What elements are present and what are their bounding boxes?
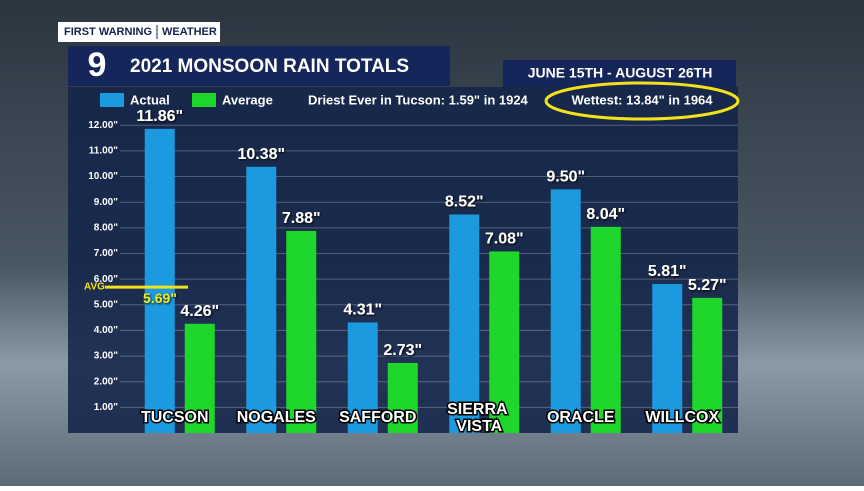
bar [387,362,418,433]
y-tick-label: 5.00" [94,299,118,310]
x-tick-label: ORACLE [547,409,615,426]
reference-name: AVG [84,282,105,293]
bar [550,189,581,433]
value-label: 11.86" [136,108,183,125]
annotation: Driest Ever in Tucson: 1.59" in 1924 [308,92,529,107]
brand: FIRST WARNING [64,26,152,38]
x-tick-label: TUCSON [141,409,209,426]
legend-label: Actual [130,92,170,107]
brand-bar [58,22,220,42]
y-tick-label: 4.00" [94,325,118,336]
reference-label: 5.69" [143,290,177,306]
bar [652,284,683,433]
y-tick-label: 11.00" [89,146,118,157]
bar [692,297,723,433]
legend-band [68,87,738,115]
bar [184,323,215,433]
y-tick-label: 8.00" [94,222,118,233]
y-tick-label: 3.00" [94,351,118,362]
bar [449,214,480,433]
section: WEATHER [162,26,217,38]
chart-title: 2021 MONSOON RAIN TOTALS [130,56,409,77]
highlight-ring [544,81,740,121]
channel-logo: 9 [88,46,107,84]
bar [347,322,378,433]
value-label: 8.52" [445,194,484,211]
value-label: 5.27" [688,277,727,294]
y-tick-label: 2.00" [94,376,118,387]
value-label: 5.81" [648,263,687,280]
bar [246,166,277,433]
y-tick-label: 6.00" [94,274,118,285]
title-bar [68,46,450,86]
value-label: 10.38" [237,146,285,163]
bar [286,230,317,433]
y-tick-label: 9.00" [94,197,118,208]
y-tick-label: 12.00" [88,120,118,131]
value-label: 4.31" [343,302,382,319]
subtitle: JUNE 15TH - AUGUST 26TH [528,65,713,81]
value-label: 7.08" [485,231,524,248]
legend-swatch [100,93,124,107]
x-tick-label: SAFFORD [339,409,416,426]
x-tick-label: NOGALES [237,409,316,426]
value-label: 9.50" [546,169,585,186]
bar [489,251,520,433]
value-label: 8.04" [586,206,625,223]
x-tick-label: WILLCOX [645,409,719,426]
value-label: 7.88" [282,210,321,227]
value-label: 4.26" [180,303,219,320]
x-tick-label: SIERRA VISTA [447,401,511,435]
y-tick-label: 10.00" [88,171,118,182]
annotation: Wettest: 13.84" in 1964 [571,92,713,107]
bar [590,226,621,433]
y-tick-label: 7.00" [94,248,118,259]
legend-label: Average [222,92,273,107]
legend-swatch [192,93,216,107]
bar [144,128,175,433]
value-label: 2.73" [383,342,422,359]
y-tick-label: 1.00" [94,402,118,413]
